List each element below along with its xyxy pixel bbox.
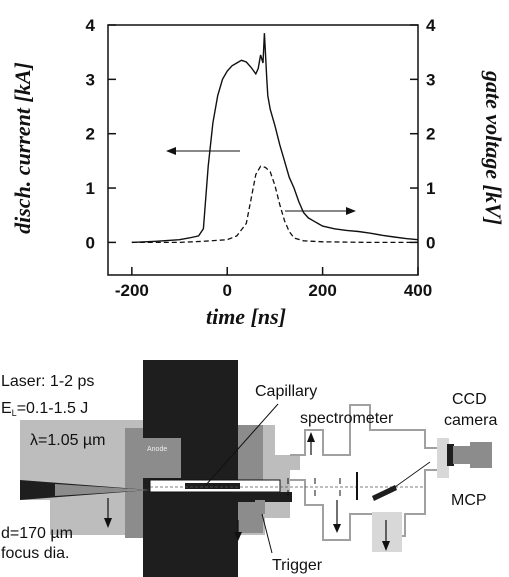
spectrometer-label: spectrometer	[300, 410, 394, 427]
focus-description-label: focus dia.	[1, 545, 69, 562]
plot-frame	[107, 24, 419, 276]
capillary-leader	[204, 403, 279, 487]
ccd-lens	[470, 442, 492, 468]
anode-label: Anode	[147, 446, 167, 453]
wavelength-label: λ=1.05 µm	[30, 432, 105, 449]
slits	[287, 478, 341, 496]
y-left-axis-label: disch. current [kA]	[10, 62, 35, 234]
y-left-ticks: 0 1 2 3 4	[86, 16, 116, 252]
y-left-tick-label: 1	[86, 179, 95, 198]
series-line-gate-voltage	[131, 165, 418, 244]
series-layer	[131, 33, 419, 244]
x-tick-label: 200	[308, 281, 336, 300]
mcp-label: MCP	[451, 492, 487, 509]
apparatus-diagram: Anode	[1, 360, 497, 577]
spectrometer-chamber	[290, 404, 441, 541]
anode-plate	[143, 438, 181, 478]
y-left-tick-label: 3	[86, 70, 95, 89]
series-line-discharge-current	[131, 33, 419, 244]
y-right-tick-label: 3	[426, 70, 435, 89]
x-tick-label: 0	[222, 281, 231, 300]
mcp-detector	[372, 485, 397, 501]
laser-label: Laser: 1-2 ps	[1, 373, 94, 390]
y-right-axis-label: gate voltage [kV]	[481, 70, 506, 225]
ccd-label: CCD	[452, 391, 487, 408]
y-left-tick-label: 0	[86, 233, 95, 252]
right-axis-arrow	[285, 207, 356, 215]
laser-cone-inner	[55, 484, 150, 496]
ccd-sensor	[447, 444, 454, 466]
y-left-tick-label: 2	[86, 125, 95, 144]
energy-label: EL=0.1-1.5 J	[1, 400, 88, 418]
ccd-body	[453, 446, 471, 464]
y-right-tick-label: 2	[426, 125, 435, 144]
ccd-window	[437, 438, 449, 478]
capillary-core	[185, 483, 240, 489]
chart: -200 0 200 400 0 1 2 3 4 0 1 2 3 4 time [ns] disch.…	[10, 16, 506, 329]
trigger-leader	[261, 513, 273, 554]
x-ticks: -200 0 200 400	[115, 267, 432, 300]
x-tick-label: -200	[115, 281, 149, 300]
trigger-label: Trigger	[272, 557, 323, 574]
y-right-tick-label: 0	[426, 233, 435, 252]
focus-diameter-label: d=170 µm	[1, 525, 73, 542]
y-left-tick-label: 4	[86, 16, 96, 35]
y-right-tick-label: 4	[426, 16, 436, 35]
y-right-tick-label: 1	[426, 179, 435, 198]
capillary-label: Capillary	[255, 383, 317, 400]
x-tick-label: 400	[404, 281, 432, 300]
left-axis-arrow	[166, 147, 240, 155]
y-right-ticks: 0 1 2 3 4	[410, 16, 436, 252]
camera-label: camera	[444, 412, 497, 429]
x-axis-label: time [ns]	[206, 304, 286, 329]
trigger-electrode	[232, 492, 292, 502]
